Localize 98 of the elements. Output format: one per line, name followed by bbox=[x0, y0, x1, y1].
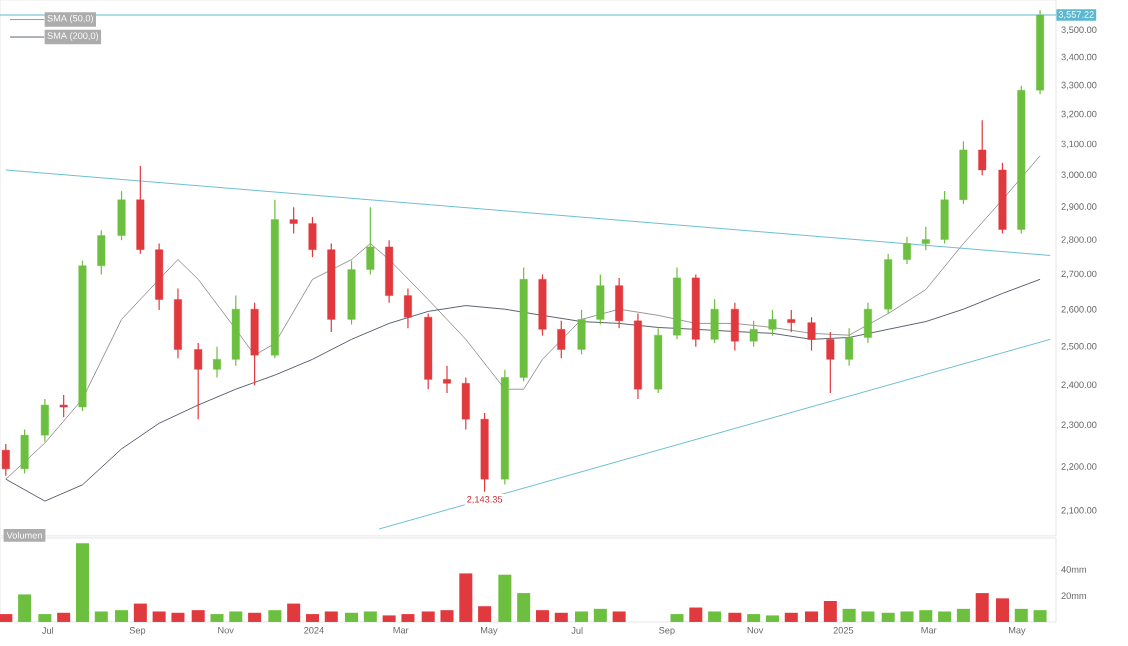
bar bbox=[747, 614, 761, 622]
candlestick bbox=[366, 206, 375, 276]
bar bbox=[248, 612, 262, 622]
bar bbox=[401, 614, 415, 622]
bar bbox=[575, 611, 589, 622]
candlestick bbox=[20, 428, 29, 475]
bar bbox=[593, 608, 607, 622]
candlestick bbox=[978, 119, 987, 176]
candlestick bbox=[959, 140, 968, 205]
bar bbox=[670, 614, 684, 622]
candlestick bbox=[826, 331, 835, 394]
candlestick bbox=[194, 342, 203, 420]
bar bbox=[535, 610, 549, 622]
candlestick bbox=[538, 273, 547, 337]
bar bbox=[345, 612, 359, 622]
bar bbox=[324, 611, 338, 622]
candlestick bbox=[691, 273, 700, 348]
candlestick bbox=[845, 327, 854, 367]
candlestick bbox=[136, 165, 145, 255]
bar bbox=[919, 610, 933, 622]
candlestick bbox=[998, 162, 1007, 235]
candlestick bbox=[327, 242, 336, 333]
bar bbox=[459, 573, 473, 622]
candlestick bbox=[710, 298, 719, 344]
candlestick bbox=[730, 302, 739, 352]
candlestick bbox=[884, 253, 893, 315]
candlestick bbox=[1017, 85, 1026, 235]
bar bbox=[554, 612, 568, 622]
bar bbox=[861, 611, 875, 622]
candlestick bbox=[480, 412, 489, 493]
bar bbox=[1033, 610, 1047, 622]
candlestick bbox=[117, 190, 126, 241]
bar bbox=[171, 612, 185, 622]
candlestick bbox=[250, 302, 259, 386]
bar bbox=[784, 612, 798, 622]
bar bbox=[75, 543, 89, 622]
bar bbox=[363, 611, 377, 622]
line-series bbox=[5, 278, 1041, 502]
bar bbox=[938, 611, 952, 622]
bar bbox=[440, 610, 454, 622]
bar bbox=[805, 611, 819, 622]
bar bbox=[900, 611, 914, 622]
bar bbox=[287, 603, 301, 622]
candlestick bbox=[1, 443, 10, 477]
bar bbox=[842, 608, 856, 622]
bar bbox=[305, 614, 319, 622]
bar bbox=[210, 614, 224, 622]
bar bbox=[708, 611, 722, 622]
candlestick bbox=[347, 259, 356, 326]
candlestick bbox=[940, 190, 949, 245]
bar bbox=[421, 611, 435, 622]
candlestick bbox=[577, 309, 586, 355]
bar bbox=[268, 610, 282, 622]
candlestick bbox=[308, 216, 317, 258]
bar bbox=[765, 615, 779, 622]
bar bbox=[38, 614, 52, 622]
line-series bbox=[5, 155, 1041, 480]
bar bbox=[823, 600, 837, 622]
bar bbox=[191, 610, 205, 622]
candlestick bbox=[807, 316, 816, 352]
candlestick bbox=[231, 294, 240, 367]
bar bbox=[689, 607, 703, 622]
candlestick bbox=[461, 376, 470, 430]
candlestick bbox=[921, 226, 930, 251]
candlestick bbox=[557, 320, 566, 359]
candlestick bbox=[385, 239, 394, 304]
bar bbox=[498, 574, 512, 622]
bar bbox=[612, 611, 626, 622]
candlestick bbox=[424, 312, 433, 390]
bar bbox=[478, 606, 492, 622]
candlestick bbox=[97, 229, 106, 276]
candlestick bbox=[654, 327, 663, 394]
bar bbox=[94, 611, 108, 622]
candlestick bbox=[787, 309, 796, 333]
candlestick bbox=[749, 320, 758, 348]
candlestick bbox=[768, 309, 777, 337]
bar bbox=[728, 612, 742, 622]
bar bbox=[881, 612, 895, 622]
bar bbox=[382, 615, 396, 622]
candlestick bbox=[40, 398, 49, 443]
candlestick bbox=[519, 266, 528, 382]
bar bbox=[115, 610, 129, 622]
candlestick bbox=[289, 206, 298, 235]
bar bbox=[975, 593, 989, 622]
bar bbox=[995, 598, 1009, 622]
bar bbox=[1014, 608, 1028, 622]
bar bbox=[229, 611, 243, 622]
bar bbox=[517, 593, 531, 622]
bar bbox=[18, 594, 32, 622]
candlestick bbox=[155, 242, 164, 311]
bar bbox=[0, 614, 13, 622]
bar bbox=[152, 611, 166, 622]
candlestick bbox=[596, 273, 605, 326]
candlestick bbox=[59, 394, 68, 418]
candlestick bbox=[78, 259, 87, 412]
bar bbox=[956, 608, 970, 622]
bar bbox=[133, 603, 147, 622]
bar bbox=[57, 612, 71, 622]
